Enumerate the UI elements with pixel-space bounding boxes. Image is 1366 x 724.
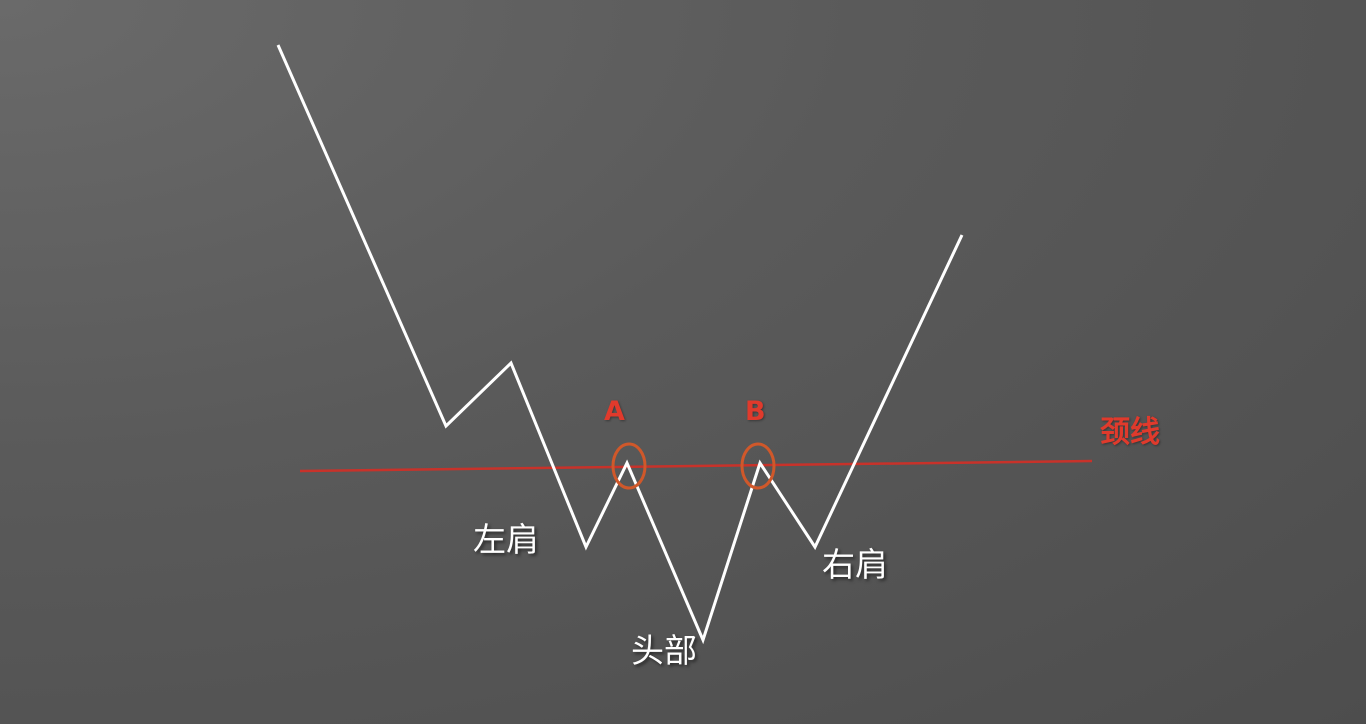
breakout-marker-a (611, 442, 647, 490)
neckline-label: 颈线 (1100, 415, 1160, 450)
neckline (299, 459, 1093, 473)
point-b-label: B (745, 396, 766, 427)
price-path (276, 44, 964, 645)
right-shoulder-label: 右肩 (822, 545, 888, 584)
left-shoulder-label: 左肩 (473, 520, 539, 559)
point-a-label: A (604, 396, 625, 427)
head-label: 头部 (631, 631, 697, 670)
breakout-marker-b (740, 442, 776, 490)
